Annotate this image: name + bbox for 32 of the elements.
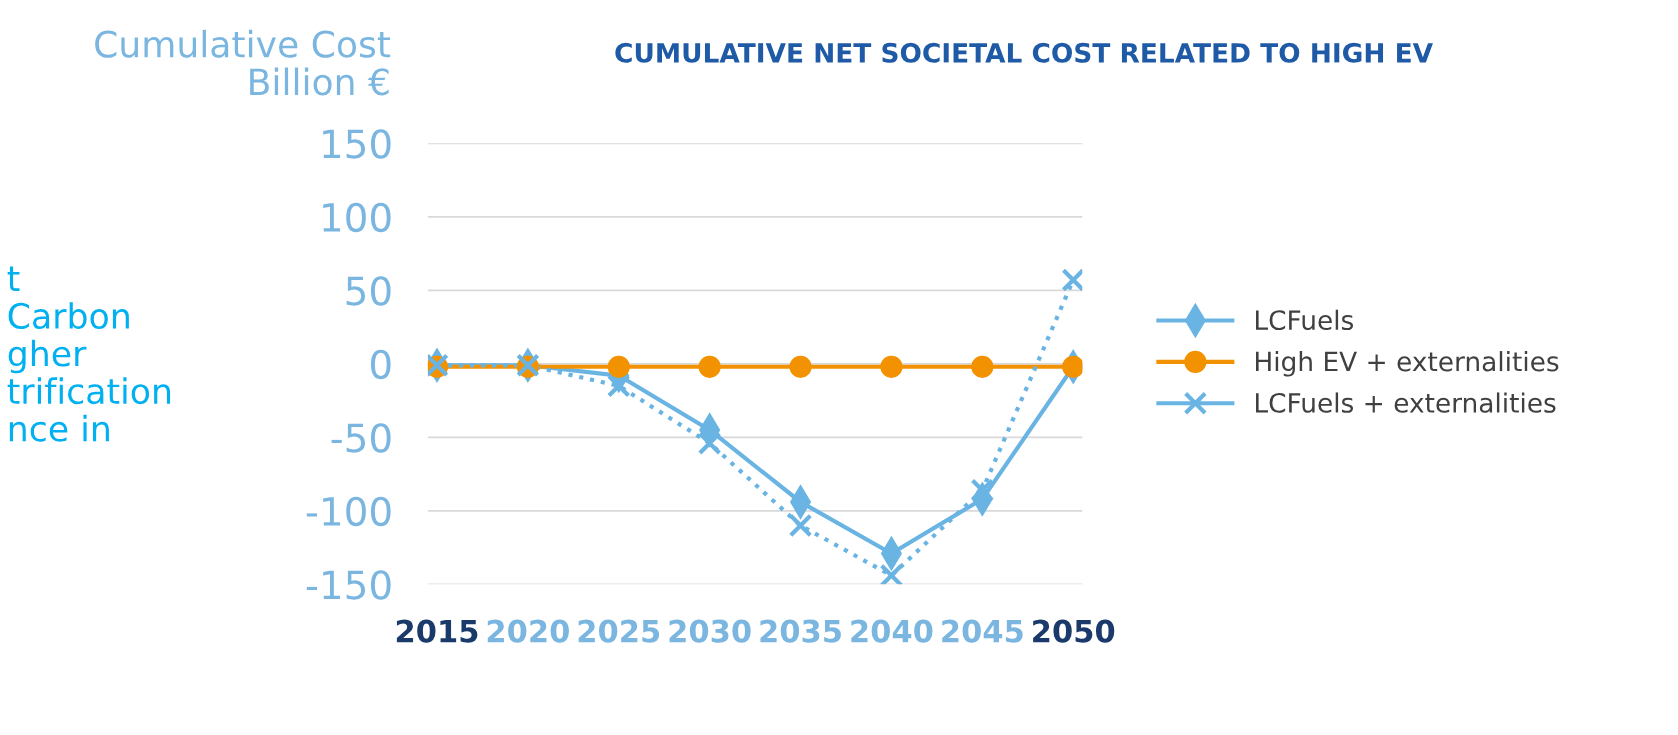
y-tick-label: 0 (370, 349, 391, 380)
y-tick-label: 50 (346, 276, 391, 306)
point (971, 355, 994, 378)
legend-label: High EV + externalities (1256, 351, 1559, 377)
point (970, 478, 995, 503)
point (607, 355, 630, 378)
text: t Carbon gher trification nce in (7, 266, 171, 442)
point (880, 355, 903, 378)
point (698, 355, 721, 378)
point (788, 513, 813, 538)
y-tick-label: 100 (323, 202, 391, 233)
x-tick-label: 2030 (669, 619, 751, 643)
x-tick-label: 2050 (1033, 619, 1115, 643)
point (697, 431, 722, 456)
point (1062, 355, 1083, 378)
point (606, 374, 631, 398)
x-tick-label: 2035 (760, 619, 841, 643)
point (789, 355, 812, 378)
chart-title: CUMULATIVE NET SOCIETAL COST RELATED TO HIGH EV (615, 42, 1433, 63)
legend-label: LCFuels + externalities (1256, 392, 1556, 413)
x-tick-label: 2045 (942, 619, 1023, 643)
legend-label: LCFuels (1256, 309, 1354, 331)
x-tick-label: 2025 (578, 619, 660, 643)
x-tick-label: 2040 (851, 619, 933, 643)
y-axis-title: Cumulative Cost Billion € (95, 29, 391, 96)
x-tick-label: 2015 (396, 619, 478, 643)
point (879, 563, 904, 585)
x-tick-label: 2020 (487, 619, 569, 643)
y-tick-label: -50 (331, 423, 391, 453)
y-tick-label: -150 (306, 570, 391, 600)
y-tick-label: 150 (323, 129, 391, 159)
y-tick-label: -100 (306, 496, 391, 527)
